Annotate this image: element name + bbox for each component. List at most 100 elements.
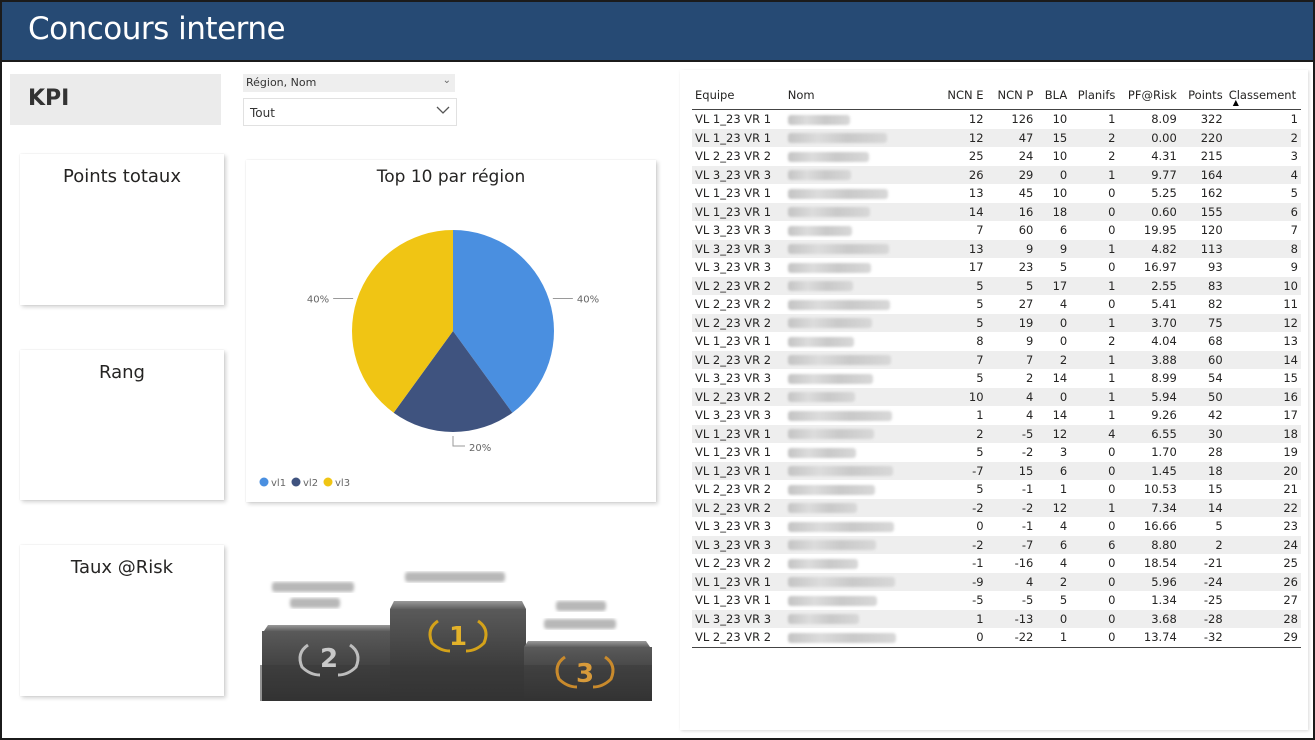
table-row[interactable]: VL 2_23 VR 2 5 -1 1 0 10.53 15 21 — [692, 480, 1301, 499]
table-cell-nom — [785, 591, 929, 610]
table-row[interactable]: VL 2_23 VR 2 5 19 0 1 3.70 75 12 — [692, 313, 1301, 332]
legend-label-vl2[interactable]: vl2 — [303, 478, 318, 489]
kpi-card-points-totaux[interactable]: Points totaux — [20, 154, 224, 305]
table-cell-ncn-e: 7 — [976, 223, 984, 238]
table-row[interactable]: VL 2_23 VR 2 5 5 17 1 2.55 83 10 — [692, 276, 1301, 295]
table-row[interactable]: VL 1_23 VR 1 2 -5 12 4 6.55 30 18 — [692, 424, 1301, 443]
slicer-header[interactable]: Région, Nom ⌄ — [243, 74, 455, 92]
table-row[interactable]: VL 3_23 VR 3 1 -13 0 0 3.68 -28 28 — [692, 609, 1301, 628]
table-cell-points: 68 — [1208, 334, 1223, 349]
table-row[interactable]: VL 1_23 VR 1 -5 -5 5 0 1.34 -25 27 — [692, 591, 1301, 610]
column-header-4[interactable]: BLA — [1036, 80, 1071, 110]
table-row[interactable]: VL 1_23 VR 1 8 9 0 2 4.04 68 13 — [692, 332, 1301, 351]
table-row[interactable]: VL 3_23 VR 3 5 2 14 1 8.99 54 15 — [692, 369, 1301, 388]
column-header-0[interactable]: Equipe — [692, 80, 785, 110]
table-row[interactable]: VL 3_23 VR 3 -2 -7 6 6 8.80 2 24 — [692, 535, 1301, 554]
table-cell-nom — [785, 332, 929, 351]
table-cell-points: -24 — [1179, 572, 1226, 591]
slicer-header-label: Région, Nom — [246, 76, 317, 89]
table-cell-ncn-e: 26 — [928, 165, 987, 184]
table-cell-equipe: VL 3_23 VR 3 — [695, 408, 772, 423]
table-cell-nom — [785, 554, 929, 573]
table-row[interactable]: VL 1_23 VR 1 -9 4 2 0 5.96 -24 26 — [692, 572, 1301, 591]
column-header-5[interactable]: Planifs — [1070, 80, 1119, 110]
table-row[interactable]: VL 1_23 VR 1 13 45 10 0 5.25 162 5 — [692, 184, 1301, 203]
table-cell-ncn-e: -1 — [972, 556, 984, 571]
table-cell-bla: 18 — [1036, 202, 1071, 221]
table-row[interactable]: VL 2_23 VR 2 10 4 0 1 5.94 50 16 — [692, 387, 1301, 406]
kpi-card-rang[interactable]: Rang — [20, 350, 224, 500]
table-cell-classement: 12 — [1225, 313, 1301, 332]
table-cell-classement: 15 — [1283, 371, 1298, 386]
chevron-down-icon — [436, 106, 450, 114]
table-row[interactable]: VL 2_23 VR 2 0 -22 1 0 13.74 -32 29 — [692, 628, 1301, 648]
table-cell-ncn-e: 5 — [976, 482, 984, 497]
pie-slice-vl1[interactable] — [453, 230, 554, 413]
ranking-table-panel[interactable]: Equipe Nom NCN E NCN P BLA Planifs PF@Risk Poin… — [680, 70, 1308, 730]
table-cell-classement: 24 — [1225, 535, 1301, 554]
pie-slice-vl2[interactable] — [393, 331, 513, 432]
table-cell-pf-risk: 9.77 — [1118, 165, 1180, 184]
table-cell-pf-risk: 9.26 — [1151, 408, 1177, 423]
table-row[interactable]: VL 3_23 VR 3 26 29 0 1 9.77 164 4 — [692, 165, 1301, 184]
table-cell-planifs: 4 — [1070, 424, 1119, 443]
column-header-8[interactable]: Classement ▲ — [1225, 80, 1301, 110]
column-header-6[interactable]: PF@Risk — [1118, 80, 1180, 110]
table-row[interactable]: VL 3_23 VR 3 17 23 5 0 16.97 93 9 — [692, 258, 1301, 277]
table-row[interactable]: VL 2_23 VR 2 -2 -2 12 1 7.34 14 22 — [692, 498, 1301, 517]
kpi-card-taux-risk[interactable]: Taux @Risk — [20, 545, 224, 696]
table-row[interactable]: VL 3_23 VR 3 0 -1 4 0 16.66 5 23 — [692, 517, 1301, 536]
table-cell-ncn-p: 23 — [1018, 260, 1034, 275]
table-cell-classement: 28 — [1225, 609, 1301, 628]
ranking-table[interactable]: Equipe Nom NCN E NCN P BLA Planifs PF@Risk Poin… — [692, 80, 1301, 648]
table-cell-nom — [784, 202, 929, 221]
table-cell-equipe: VL 3_23 VR 3 — [692, 535, 785, 554]
table-row[interactable]: VL 2_23 VR 2 7 7 2 1 3.88 60 14 — [692, 350, 1301, 369]
table-cell-pf-risk: 2.55 — [1118, 276, 1180, 295]
table-row[interactable]: VL 2_23 VR 2 25 24 10 2 4.31 215 3 — [692, 147, 1301, 166]
table-cell-ncn-p: -1 — [1021, 482, 1034, 497]
table-cell-pf-risk: 1.70 — [1151, 445, 1177, 460]
column-header-2[interactable]: NCN E — [928, 80, 987, 110]
table-cell-classement: 2 — [1225, 128, 1301, 147]
table-cell-nom — [784, 350, 929, 369]
pie-slice-vl3[interactable] — [351, 230, 453, 413]
table-cell-planifs: 0 — [1108, 445, 1116, 460]
slicer-dropdown[interactable]: Tout — [243, 98, 457, 126]
podium-rank-2: 2 — [320, 644, 338, 674]
kpi-label-box: KPI — [10, 74, 221, 125]
table-cell-points: 113 — [1179, 239, 1226, 258]
legend-label-vl1[interactable]: vl1 — [271, 478, 286, 489]
column-header-3[interactable]: NCN P — [986, 80, 1037, 110]
table-row[interactable]: VL 1_23 VR 1 -7 15 6 0 1.45 18 20 — [692, 461, 1301, 480]
table-cell-points: 164 — [1179, 165, 1226, 184]
pie-chart-card[interactable]: Top 10 par région 40% 20% 40% vl1 vl2 vl3 — [246, 160, 656, 502]
podium-rank-3: 3 — [576, 659, 594, 689]
table-cell-ncn-e: -2 — [928, 498, 987, 517]
table-cell-bla: 14 — [1052, 408, 1068, 423]
legend-label-vl3[interactable]: vl3 — [335, 478, 350, 489]
column-header-1[interactable]: Nom — [784, 80, 929, 110]
column-header-7[interactable]: Points — [1179, 80, 1226, 110]
table-cell-nom — [784, 535, 929, 554]
table-cell-points: -32 — [1179, 628, 1226, 648]
table-cell-ncn-p: 5 — [986, 276, 1037, 295]
table-row[interactable]: VL 1_23 VR 1 5 -2 3 0 1.70 28 19 — [692, 443, 1301, 462]
table-row[interactable]: VL 3_23 VR 3 1 4 14 1 9.26 42 17 — [692, 406, 1301, 425]
table-cell-equipe: VL 1_23 VR 1 — [692, 572, 785, 591]
table-row[interactable]: VL 1_23 VR 1 12 126 10 1 8.09 322 1 — [692, 110, 1301, 129]
table-row[interactable]: VL 1_23 VR 1 12 47 15 2 0.00 220 2 — [692, 128, 1301, 147]
table-cell-points: 60 — [1179, 350, 1226, 369]
table-row[interactable]: VL 1_23 VR 1 14 16 18 0 0.60 155 6 — [692, 202, 1301, 221]
table-row[interactable]: VL 2_23 VR 2 5 27 4 0 5.41 82 11 — [692, 295, 1301, 314]
table-cell-planifs: 0 — [1108, 482, 1116, 497]
table-row[interactable]: VL 3_23 VR 3 13 9 9 1 4.82 113 8 — [692, 239, 1301, 258]
table-cell-classement: 5 — [1290, 186, 1298, 201]
table-cell-planifs: 1 — [1108, 408, 1116, 423]
podium-name-3b — [544, 619, 616, 629]
table-row[interactable]: VL 3_23 VR 3 7 60 6 0 19.95 120 7 — [692, 221, 1301, 240]
table-row[interactable]: VL 2_23 VR 2 -1 -16 4 0 18.54 -21 25 — [692, 554, 1301, 573]
chevron-down-icon[interactable]: ⌄ — [442, 75, 451, 86]
table-cell-planifs: 1 — [1108, 112, 1116, 127]
table-cell-pf-risk: 7.34 — [1118, 498, 1180, 517]
